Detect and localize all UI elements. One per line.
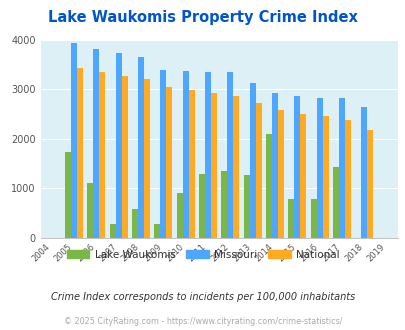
- Bar: [322, 116, 328, 238]
- Bar: [221, 171, 227, 238]
- Bar: [249, 83, 255, 238]
- Bar: [93, 49, 99, 238]
- Bar: [338, 98, 344, 238]
- Bar: [255, 103, 261, 238]
- Bar: [188, 90, 194, 238]
- Bar: [300, 114, 306, 238]
- Bar: [316, 98, 322, 238]
- Bar: [198, 174, 205, 238]
- Bar: [265, 134, 271, 238]
- Bar: [205, 72, 211, 238]
- Bar: [227, 72, 233, 238]
- Bar: [332, 167, 338, 238]
- Bar: [144, 79, 150, 238]
- Text: Lake Waukomis Property Crime Index: Lake Waukomis Property Crime Index: [48, 10, 357, 25]
- Bar: [77, 68, 83, 238]
- Bar: [87, 183, 93, 238]
- Bar: [115, 53, 122, 238]
- Text: Crime Index corresponds to incidents per 100,000 inhabitants: Crime Index corresponds to incidents per…: [51, 292, 354, 302]
- Bar: [360, 107, 367, 238]
- Bar: [160, 70, 166, 238]
- Bar: [277, 110, 284, 238]
- Legend: Lake Waukomis, Missouri, National: Lake Waukomis, Missouri, National: [62, 246, 343, 264]
- Bar: [71, 43, 77, 238]
- Bar: [211, 93, 217, 238]
- Bar: [310, 199, 316, 238]
- Bar: [154, 224, 160, 238]
- Bar: [176, 193, 182, 238]
- Bar: [243, 175, 249, 238]
- Bar: [138, 57, 144, 238]
- Bar: [99, 72, 105, 238]
- Bar: [271, 93, 277, 238]
- Bar: [109, 224, 115, 238]
- Bar: [367, 130, 373, 238]
- Bar: [122, 76, 128, 238]
- Bar: [182, 71, 188, 238]
- Bar: [166, 87, 172, 238]
- Bar: [288, 199, 294, 238]
- Bar: [233, 96, 239, 238]
- Text: © 2025 CityRating.com - https://www.cityrating.com/crime-statistics/: © 2025 CityRating.com - https://www.city…: [64, 317, 341, 326]
- Bar: [344, 120, 350, 238]
- Bar: [65, 152, 71, 238]
- Bar: [294, 96, 300, 238]
- Bar: [132, 209, 138, 238]
